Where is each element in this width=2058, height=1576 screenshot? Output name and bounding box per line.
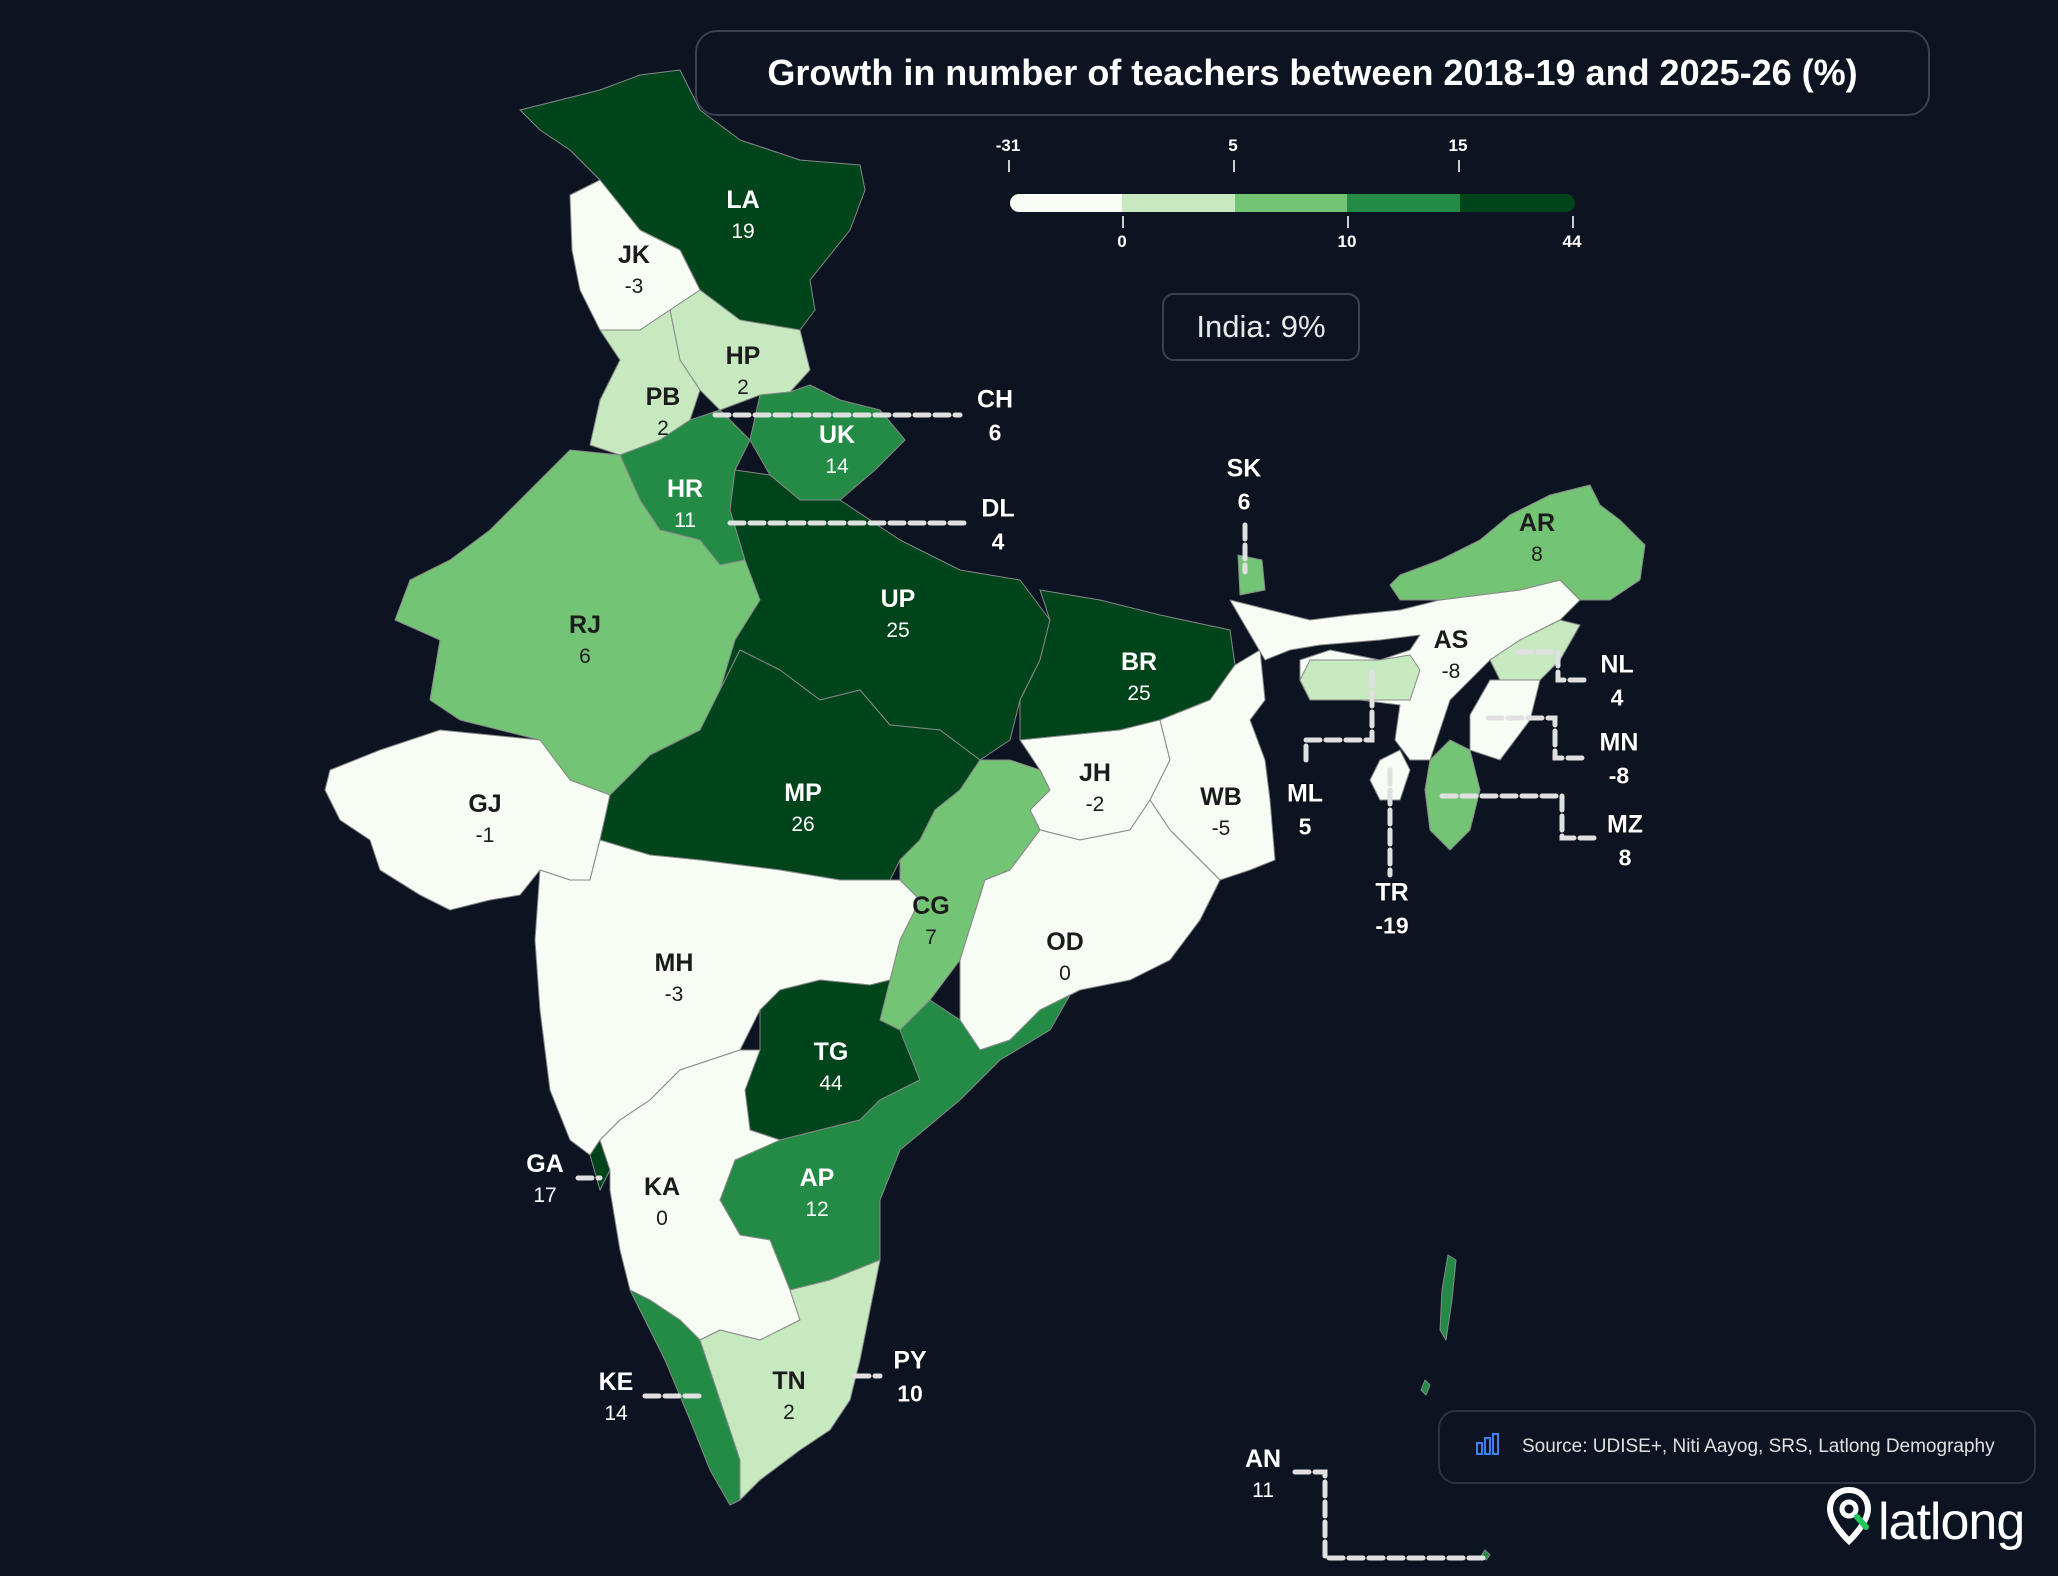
state-label-LA: LA 19 [726, 185, 760, 243]
legend-bottom-tick: 10 [1337, 232, 1357, 251]
source-text: Source: UDISE+, Niti Aayog, SRS, Latlong… [1522, 1436, 1995, 1457]
logo-text: latlong [1878, 1493, 2025, 1551]
location-pin-icon [1826, 1486, 1872, 1558]
state-label-RJ: RJ 6 [569, 610, 601, 668]
source-note: Source: UDISE+, Niti Aayog, SRS, Latlong… [1438, 1410, 2036, 1484]
state-label-HR: HR 11 [666, 474, 704, 532]
state-label-MZ: MZ 8 [1606, 810, 1644, 871]
leader-AN [1292, 1469, 1491, 1561]
state-label-AN: AN 11 [1244, 1444, 1282, 1502]
state-label-UP: UP 25 [880, 584, 916, 642]
region-TN [699, 1259, 881, 1501]
bar-chart-icon [1476, 1433, 1500, 1461]
state-label-TN: TN 2 [772, 1366, 806, 1424]
legend-bin-2 [1122, 194, 1235, 212]
leader-MN [1485, 715, 1591, 761]
state-label-MP: MP 26 [784, 778, 822, 836]
brand-logo: latlong [1826, 1486, 2025, 1552]
india-summary-badge: India: 9% [1162, 293, 1360, 361]
region-SK [1237, 554, 1266, 596]
legend-bin-3 [1235, 194, 1347, 212]
region-AR [1389, 484, 1646, 601]
state-label-HP: HP 2 [725, 341, 761, 399]
legend-bin-5 [1460, 194, 1575, 212]
legend-top-tick: 5 [1228, 136, 1238, 155]
legend-bin-1 [1010, 194, 1127, 212]
state-label-CG: CG 7 [912, 891, 950, 949]
state-label-AP: AP 12 [799, 1163, 835, 1221]
state-label-GJ: GJ -1 [468, 789, 502, 847]
chart-title: Growth in number of teachers between 201… [695, 30, 1930, 116]
state-label-ML: ML 5 [1286, 779, 1324, 840]
state-label-OD: OD 0 [1046, 927, 1084, 985]
leader-NL [1515, 649, 1591, 683]
region-AN [1420, 1254, 1491, 1561]
region-ML [1299, 654, 1421, 701]
state-label-UK: UK 14 [818, 420, 856, 478]
state-label-JH: JH -2 [1079, 758, 1111, 816]
legend-bottom-tick: 0 [1117, 232, 1127, 251]
state-label-JK: JK -3 [618, 240, 650, 298]
state-label-BR: BR 25 [1120, 647, 1158, 705]
legend-bin-4 [1347, 194, 1460, 212]
state-label-AS: AS -8 [1433, 625, 1469, 683]
state-label-KA: KA 0 [643, 1172, 681, 1230]
state-label-AR: AR 8 [1518, 508, 1556, 566]
state-label-MN: MN -8 [1599, 728, 1639, 789]
state-label-GA: GA 17 [526, 1149, 564, 1207]
state-label-SK: SK 6 [1226, 454, 1262, 515]
state-label-CH: CH 6 [976, 385, 1014, 446]
state-label-DL: DL 4 [981, 494, 1015, 555]
state-label-PY: PY 10 [893, 1346, 927, 1407]
state-label-PB: PB 2 [645, 382, 681, 440]
color-legend: -31 5 15 0 10 44 [996, 134, 1585, 264]
leader-MZ [1439, 793, 1598, 841]
legend-top-tick: -31 [995, 136, 1021, 155]
state-label-TG: TG 44 [813, 1037, 849, 1095]
region-NL [1489, 619, 1581, 681]
state-label-KE: KE 14 [598, 1367, 634, 1425]
leader-ML [1303, 669, 1375, 768]
state-label-TR: TR -19 [1375, 878, 1409, 939]
legend-top-tick: 15 [1448, 136, 1468, 155]
region-MN [1469, 679, 1541, 761]
state-label-NL: NL 4 [1600, 650, 1634, 711]
legend-bottom-tick: 44 [1562, 232, 1582, 251]
state-label-MH: MH -3 [654, 948, 694, 1006]
state-label-WB: WB -5 [1200, 782, 1242, 840]
